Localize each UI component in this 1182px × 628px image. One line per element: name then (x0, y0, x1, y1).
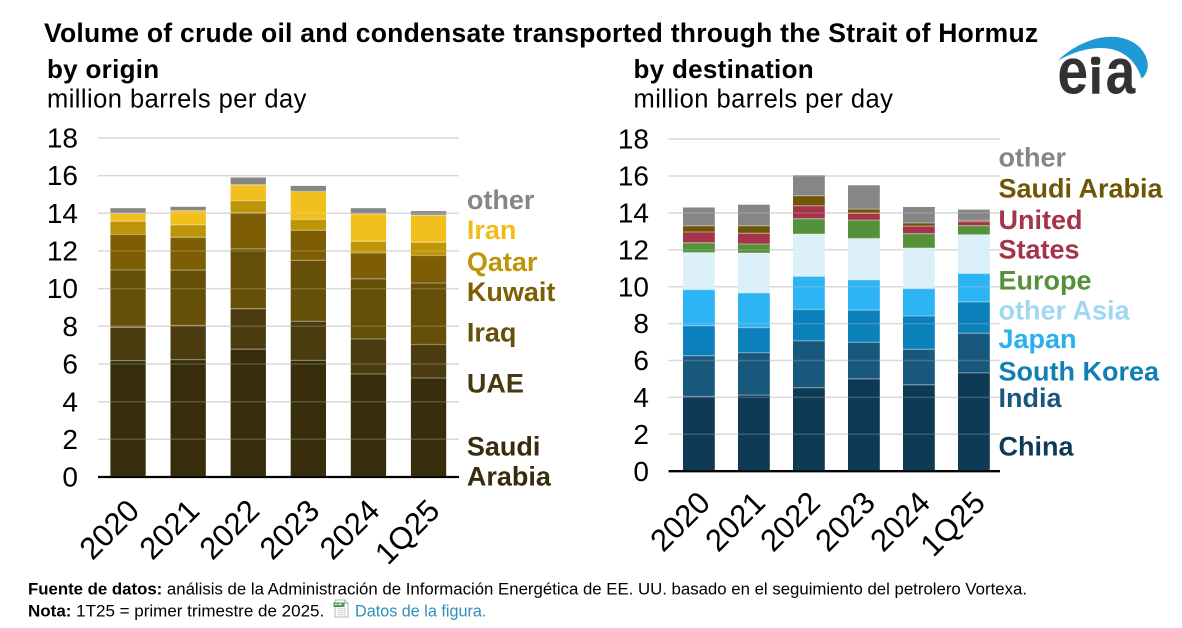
svg-text:million barrels per day: million barrels per day (47, 86, 307, 114)
svg-text:Europe: Europe (999, 266, 1092, 296)
svg-text:2: 2 (633, 419, 649, 450)
svg-text:18: 18 (618, 124, 649, 155)
svg-text:10: 10 (47, 273, 78, 304)
svg-text:14: 14 (47, 198, 78, 229)
svg-text:a: a (1106, 34, 1136, 107)
svg-text:16: 16 (618, 161, 649, 192)
svg-text:South Korea: South Korea (999, 356, 1160, 386)
svg-text:Saudi: Saudi (467, 432, 541, 462)
svg-text:12: 12 (47, 236, 78, 267)
svg-text:by origin: by origin (47, 54, 159, 84)
svg-text:Iraq: Iraq (467, 318, 517, 348)
svg-text:2: 2 (62, 424, 78, 455)
svg-text:India: India (999, 383, 1063, 413)
svg-text:4: 4 (62, 386, 78, 417)
svg-text:4: 4 (633, 382, 649, 413)
svg-text:Arabia: Arabia (467, 462, 552, 492)
svg-text:Fuente de datos: análisis de l: Fuente de datos: análisis de la Administ… (28, 580, 1027, 599)
svg-text:6: 6 (633, 345, 649, 376)
svg-text:other: other (999, 143, 1067, 173)
svg-text:14: 14 (618, 198, 649, 229)
svg-text:12: 12 (618, 234, 649, 265)
svg-text:Volume of crude oil and conden: Volume of crude oil and condensate trans… (44, 18, 1038, 48)
svg-text:18: 18 (47, 123, 78, 154)
svg-text:Iran: Iran (467, 215, 517, 245)
svg-text:0: 0 (62, 462, 78, 493)
svg-text:million barrels per day: million barrels per day (634, 86, 894, 114)
svg-text:8: 8 (62, 311, 78, 342)
svg-text:8: 8 (633, 308, 649, 339)
svg-text:Saudi Arabia: Saudi Arabia (999, 174, 1164, 204)
svg-text:Japan: Japan (999, 324, 1077, 354)
svg-text:Qatar: Qatar (467, 247, 538, 277)
svg-text:0: 0 (633, 456, 649, 487)
svg-text:10: 10 (618, 271, 649, 302)
svg-text:UAE: UAE (467, 369, 524, 399)
svg-text:other Asia: other Asia (999, 296, 1131, 326)
svg-text:United: United (999, 205, 1083, 235)
svg-text:Nota: 1T25 = primer trimestre: Nota: 1T25 = primer trimestre de 2025. (28, 602, 324, 621)
svg-text:States: States (999, 235, 1080, 265)
svg-text:6: 6 (62, 349, 78, 380)
svg-text:China: China (999, 432, 1075, 462)
svg-text:other: other (467, 185, 535, 215)
svg-text:e: e (1057, 34, 1088, 107)
svg-text:16: 16 (47, 160, 78, 191)
svg-text:Datos de la figura.: Datos de la figura. (355, 603, 486, 621)
svg-text:by destination: by destination (634, 54, 814, 84)
svg-text:Kuwait: Kuwait (467, 277, 556, 307)
